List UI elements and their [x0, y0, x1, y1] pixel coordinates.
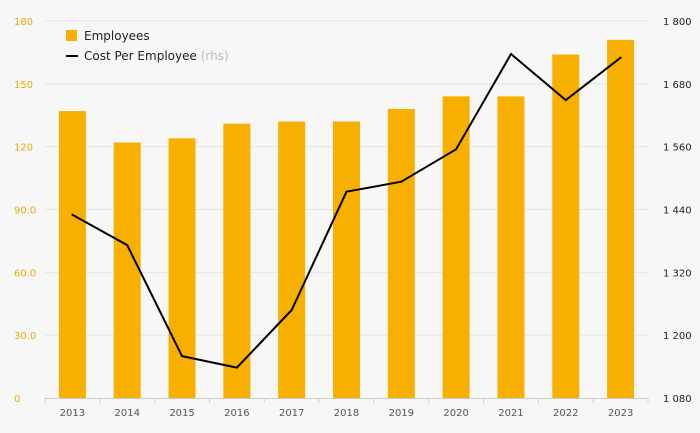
right-axis-tick-label: 1 560 — [663, 143, 692, 154]
bar-employees — [552, 54, 580, 399]
right-axis-tick-label: 1 680 — [663, 80, 692, 91]
x-axis-tick-label: 2015 — [169, 408, 194, 419]
left-axis-tick-label: 150 — [14, 80, 33, 91]
left-axis-tick-label: 60.0 — [14, 268, 36, 279]
right-y-axis: 1 080 1 200 1 320 1 440 1 560 1 680 1 800 — [663, 17, 692, 405]
bar-employees — [497, 96, 525, 399]
left-axis-tick-label: 0 — [14, 394, 20, 405]
line-point-cost-per-employee — [509, 52, 512, 55]
legend: Employees Cost Per Employee (rhs) — [66, 29, 229, 63]
line-point-cost-per-employee — [455, 148, 458, 151]
right-axis-tick-label: 1 440 — [663, 206, 692, 217]
line-point-cost-per-employee — [345, 190, 348, 193]
bar-series-employees — [58, 39, 635, 399]
x-axis-tick-label: 2018 — [334, 408, 359, 419]
right-axis-tick-label: 1 200 — [663, 331, 692, 342]
line-point-cost-per-employee — [235, 366, 238, 369]
left-axis-tick-label: 30.0 — [14, 331, 36, 342]
x-axis-tick-label: 2017 — [279, 408, 304, 419]
line-series-cost-per-employee — [71, 52, 622, 369]
line-point-cost-per-employee — [71, 213, 74, 216]
bar-employees — [278, 121, 306, 399]
line-point-cost-per-employee — [564, 99, 567, 102]
left-axis-tick-label: 180 — [14, 17, 33, 28]
line-point-cost-per-employee — [400, 180, 403, 183]
legend-label-rhs-suffix: (rhs) — [201, 49, 229, 63]
right-axis-tick-label: 1 320 — [663, 268, 692, 279]
x-axis-tick-label: 2023 — [608, 408, 633, 419]
right-axis-tick-label: 1 080 — [663, 394, 692, 405]
legend-swatch-employees — [66, 30, 77, 41]
line-point-cost-per-employee — [126, 244, 129, 247]
x-axis: 2013 2014 2015 2016 2017 2018 2019 2020 2021 2022… — [44, 398, 649, 419]
x-axis-tick-label: 2016 — [224, 408, 249, 419]
line-point-cost-per-employee — [181, 355, 184, 358]
bar-employees — [333, 121, 360, 399]
left-y-axis: 0 30.0 60.0 90.0 120 150 180 — [14, 17, 36, 405]
bar-employees — [442, 96, 470, 399]
legend-label-employees: Employees — [84, 29, 150, 43]
line-point-cost-per-employee — [619, 56, 622, 59]
x-axis-tick-label: 2020 — [443, 408, 468, 419]
x-axis-tick-label: 2019 — [389, 408, 414, 419]
bar-employees — [607, 39, 635, 398]
left-axis-tick-label: 120 — [14, 143, 33, 154]
line-point-cost-per-employee — [290, 309, 293, 312]
x-axis-tick-label: 2022 — [553, 408, 578, 419]
bar-employees — [58, 111, 86, 399]
bar-employees — [223, 123, 251, 398]
legend-label-cost-per-employee: Cost Per Employee (rhs) — [84, 49, 229, 63]
x-axis-tick-label: 2021 — [498, 408, 523, 419]
left-axis-tick-label: 90.0 — [14, 206, 36, 217]
x-axis-tick-label: 2014 — [115, 408, 140, 419]
legend-label-cost-text: Cost Per Employee — [84, 49, 197, 63]
x-axis-tick-label: 2013 — [60, 408, 85, 419]
bar-employees — [387, 108, 415, 398]
bar-employees — [113, 142, 141, 398]
right-axis-tick-label: 1 800 — [663, 17, 692, 28]
